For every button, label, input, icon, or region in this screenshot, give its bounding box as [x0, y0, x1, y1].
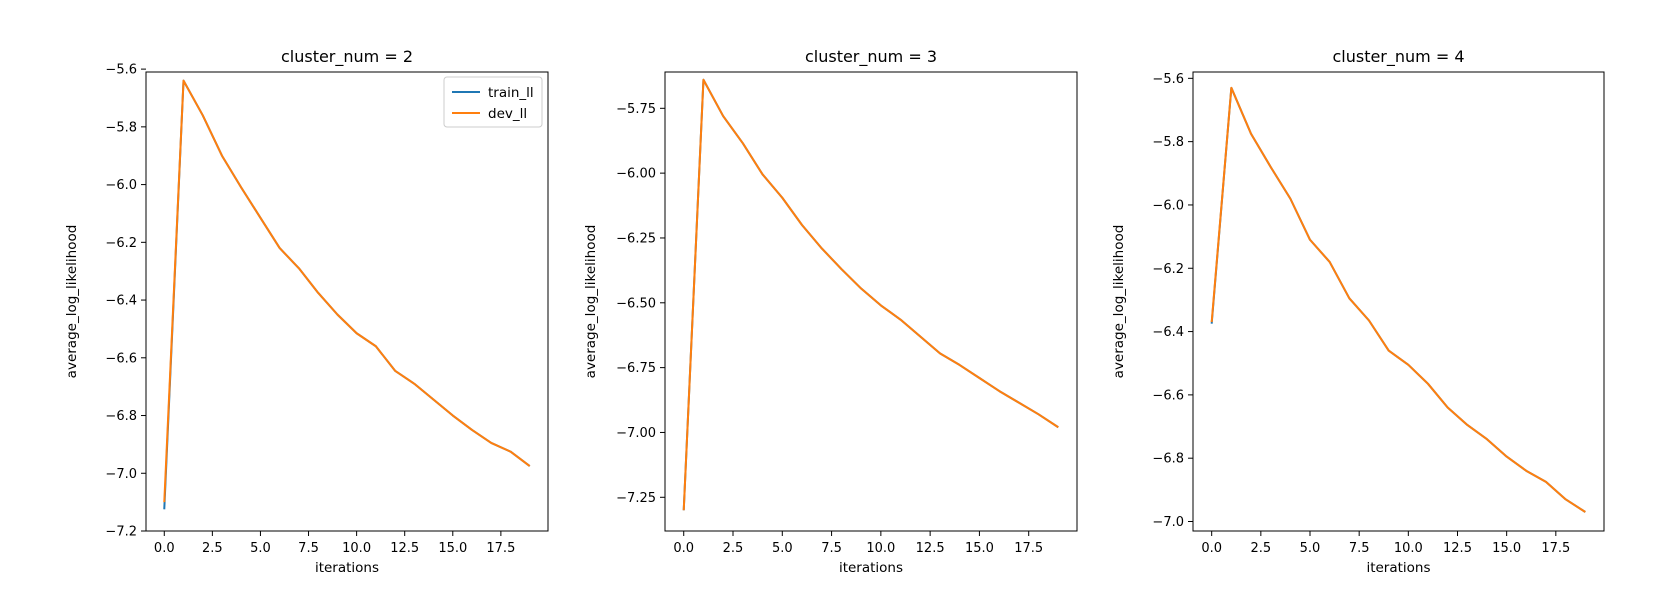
y-tick-label: −7.0 — [105, 467, 137, 482]
chart-title: cluster_num = 2 — [281, 47, 413, 67]
series-2-line — [1210, 86, 1586, 513]
x-tick-label: 17.5 — [486, 541, 515, 556]
y-tick-label: −6.8 — [105, 409, 137, 424]
y-tick-label: −7.0 — [1152, 515, 1184, 530]
y-tick-label: −6.0 — [105, 178, 137, 193]
series-1-line — [682, 78, 1059, 511]
x-tick-label: 2.5 — [202, 541, 223, 556]
y-tick-label: −6.2 — [105, 236, 137, 251]
x-tick-label: 10.0 — [1394, 541, 1423, 556]
x-tick-label: 15.0 — [965, 541, 994, 556]
legend-label-train-ll: train_ll — [488, 85, 534, 101]
y-tick-label: −6.4 — [105, 294, 137, 309]
y-axis-label: average_log_likelihood — [64, 225, 80, 379]
x-tick-label: 0.0 — [1201, 541, 1222, 556]
y-tick-label: −5.6 — [105, 63, 137, 78]
y-tick-label: −6.2 — [1152, 262, 1184, 277]
y-tick-label: −6.50 — [616, 296, 656, 311]
x-tick-label: 0.0 — [154, 541, 175, 556]
y-tick-label: −7.00 — [616, 426, 656, 441]
y-tick-label: −6.75 — [616, 361, 656, 376]
y-tick-label: −6.6 — [105, 351, 137, 366]
chart-title: cluster_num = 3 — [805, 47, 937, 67]
x-tick-label: 7.5 — [821, 541, 842, 556]
x-tick-label: 0.0 — [673, 541, 694, 556]
x-tick-label: 2.5 — [1251, 541, 1272, 556]
x-tick-label: 10.0 — [866, 541, 895, 556]
plot-frame — [145, 71, 549, 532]
x-tick-label: 12.5 — [390, 541, 419, 556]
x-tick-label: 12.5 — [916, 541, 945, 556]
x-tick-label: 17.5 — [1541, 541, 1570, 556]
legend: train_ll dev_ll — [443, 76, 543, 128]
series-1-line — [1210, 86, 1586, 513]
x-tick-label: 10.0 — [342, 541, 371, 556]
x-tick-label: 15.0 — [1492, 541, 1521, 556]
legend-label-dev-ll: dev_ll — [488, 106, 527, 122]
x-tick-label: 7.5 — [1349, 541, 1370, 556]
y-axis-label: average_log_likelihood — [1111, 225, 1127, 379]
x-tick-label: 5.0 — [1300, 541, 1321, 556]
x-tick-label: 5.0 — [250, 541, 271, 556]
y-tick-label: −6.8 — [1152, 452, 1184, 467]
plot-frame — [1192, 71, 1605, 532]
x-tick-label: 15.0 — [438, 541, 467, 556]
x-tick-label: 2.5 — [723, 541, 744, 556]
plot-frame — [664, 71, 1078, 532]
y-tick-label: −6.6 — [1152, 388, 1184, 403]
x-axis-label: iterations — [315, 560, 379, 576]
y-tick-label: −6.25 — [616, 231, 656, 246]
legend-box — [443, 76, 543, 128]
y-tick-label: −5.6 — [1152, 72, 1184, 87]
x-tick-label: 5.0 — [772, 541, 793, 556]
y-tick-label: −6.4 — [1152, 325, 1184, 340]
train-ll-line — [163, 79, 531, 510]
dev-ll-line — [163, 79, 531, 503]
chart-title: cluster_num = 4 — [1332, 47, 1464, 67]
y-tick-label: −6.0 — [1152, 198, 1184, 213]
chart-panel-1: cluster_num = 2 0.0 2.5 5.0 7.5 10.0 12.5 15.0 1… — [64, 47, 549, 576]
chart-panel-3: cluster_num = 4 0.0 2.5 5.0 7.5 10.0 12.5 15.0 1… — [1111, 47, 1605, 576]
y-tick-label: −5.8 — [105, 120, 137, 135]
y-tick-label: −5.8 — [1152, 135, 1184, 150]
chart-panel-2: cluster_num = 3 0.0 2.5 5.0 7.5 10.0 12.5 15.0 1… — [583, 47, 1078, 576]
x-tick-label: 17.5 — [1014, 541, 1043, 556]
x-tick-label: 7.5 — [298, 541, 319, 556]
x-axis-label: iterations — [839, 560, 903, 576]
y-axis-label: average_log_likelihood — [583, 225, 599, 379]
y-tick-label: −5.75 — [616, 102, 656, 117]
y-tick-label: −7.2 — [105, 525, 137, 540]
y-tick-label: −7.25 — [616, 491, 656, 506]
series-2-line — [682, 78, 1059, 511]
x-axis-label: iterations — [1366, 560, 1430, 576]
x-tick-label: 12.5 — [1443, 541, 1472, 556]
y-tick-label: −6.00 — [616, 167, 656, 182]
